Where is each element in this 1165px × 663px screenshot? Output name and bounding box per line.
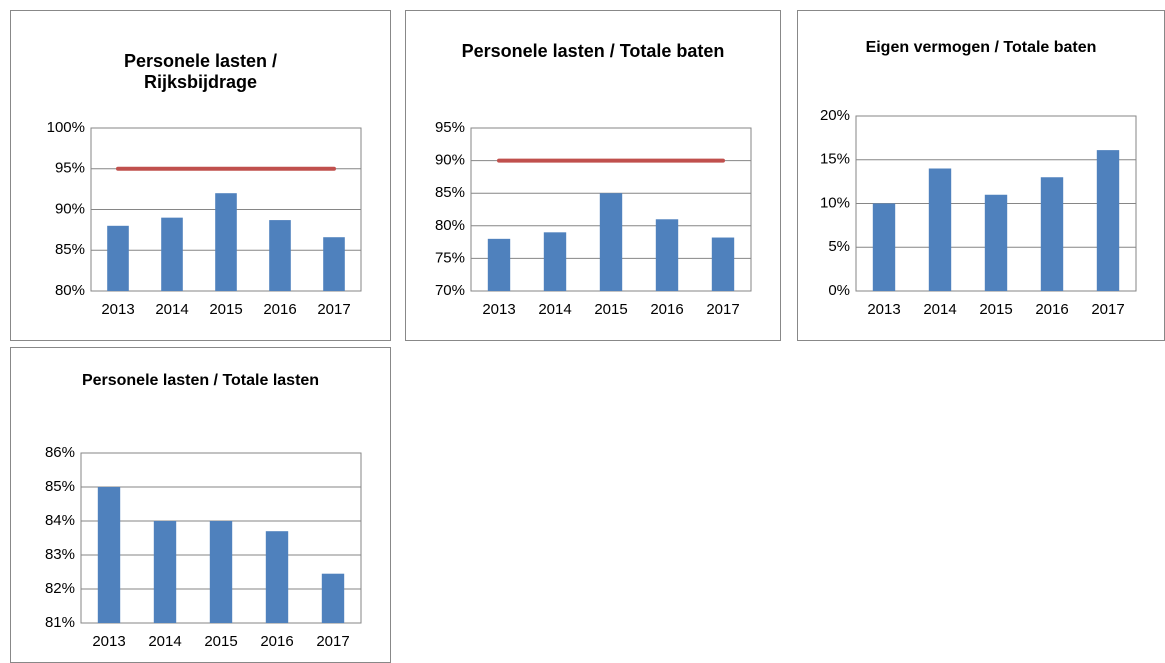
bar xyxy=(1040,177,1064,291)
x-tick-label: 2015 xyxy=(209,301,242,318)
x-tick-label: 2015 xyxy=(594,301,627,318)
y-tick-label: 85% xyxy=(435,184,465,201)
chart: 70% 75% 80% 85% 90% 95% 2013 2014 2015 2016 2017 xyxy=(435,119,752,318)
x-tick-label: 2016 xyxy=(650,301,683,318)
bar xyxy=(107,225,129,291)
chart-title: Personele lasten / Totale baten xyxy=(461,41,725,61)
bar xyxy=(1096,150,1120,291)
x-tick-label: 2016 xyxy=(263,301,296,318)
bar xyxy=(872,203,896,291)
y-tick-label: 10% xyxy=(820,194,850,211)
chart: 80% 85% 90% 95% 100% 2013 2014 2015 2016 2017 xyxy=(47,119,362,318)
y-tick-label: 0% xyxy=(828,282,850,299)
bar xyxy=(321,573,345,623)
y-tick-label: 90% xyxy=(435,152,465,169)
chart-panel: 81% 82% 83% 84% 85% 86% 2013 2014 2015 2016 2017 Pe… xyxy=(10,347,391,663)
bar xyxy=(97,487,121,623)
y-tick-label: 20% xyxy=(820,107,850,124)
bar xyxy=(161,217,183,291)
y-tick-label: 80% xyxy=(435,217,465,234)
y-tick-label: 81% xyxy=(45,614,75,631)
y-tick-label: 95% xyxy=(435,119,465,136)
y-tick-label: 85% xyxy=(55,241,85,258)
bar xyxy=(711,237,735,291)
y-tick-label: 15% xyxy=(820,151,850,168)
x-tick-label: 2013 xyxy=(482,301,515,318)
y-tick-label: 80% xyxy=(55,282,85,299)
y-tick-label: 83% xyxy=(45,546,75,563)
bar xyxy=(655,219,679,291)
bar xyxy=(153,521,177,623)
bar xyxy=(599,193,623,291)
x-tick-label: 2013 xyxy=(867,301,900,318)
x-tick-label: 2017 xyxy=(316,633,349,650)
y-tick-label: 84% xyxy=(45,512,75,529)
y-tick-label: 85% xyxy=(45,478,75,495)
chart-panel: 70% 75% 80% 85% 90% 95% 2013 2014 2015 2016 2017 Pe… xyxy=(405,10,781,341)
bar xyxy=(265,531,289,623)
y-tick-label: 100% xyxy=(47,119,85,136)
bar xyxy=(928,168,952,291)
bar xyxy=(215,193,237,291)
bar xyxy=(984,194,1008,291)
x-tick-label: 2014 xyxy=(155,301,188,318)
chart-panel: 0% 5% 10% 15% 20% 2013 2014 2015 2016 2017 Eigen v… xyxy=(797,10,1165,341)
x-tick-label: 2017 xyxy=(317,301,350,318)
x-tick-label: 2016 xyxy=(1035,301,1068,318)
chart-title: Personele lasten / Totale lasten xyxy=(81,372,320,389)
x-tick-label: 2015 xyxy=(204,633,237,650)
chart: 0% 5% 10% 15% 20% 2013 2014 2015 2016 2017 xyxy=(820,107,1137,318)
chart: 81% 82% 83% 84% 85% 86% 2013 2014 2015 2016 2017 xyxy=(45,444,362,650)
y-tick-label: 86% xyxy=(45,444,75,461)
chart-title: Personele lasten / Rijksbijdrage xyxy=(123,51,278,92)
y-tick-label: 75% xyxy=(435,249,465,266)
x-tick-label: 2014 xyxy=(148,633,181,650)
x-tick-label: 2013 xyxy=(92,633,125,650)
y-tick-label: 82% xyxy=(45,580,75,597)
x-tick-label: 2016 xyxy=(260,633,293,650)
chart-panel: 80% 85% 90% 95% 100% 2013 2014 2015 2016 2017 Pers… xyxy=(10,10,391,341)
x-tick-label: 2017 xyxy=(1091,301,1124,318)
y-tick-label: 95% xyxy=(55,160,85,177)
x-tick-label: 2014 xyxy=(923,301,956,318)
x-tick-label: 2017 xyxy=(706,301,739,318)
bar xyxy=(269,220,291,291)
y-tick-label: 90% xyxy=(55,200,85,217)
y-tick-label: 70% xyxy=(435,282,465,299)
bar xyxy=(323,237,345,291)
bar xyxy=(543,232,567,291)
x-tick-label: 2013 xyxy=(101,301,134,318)
bar xyxy=(209,521,233,623)
bar xyxy=(487,238,511,291)
chart-title: Eigen vermogen / Totale baten xyxy=(865,39,1097,56)
x-tick-label: 2015 xyxy=(979,301,1012,318)
y-tick-label: 5% xyxy=(828,238,850,255)
x-tick-label: 2014 xyxy=(538,301,571,318)
